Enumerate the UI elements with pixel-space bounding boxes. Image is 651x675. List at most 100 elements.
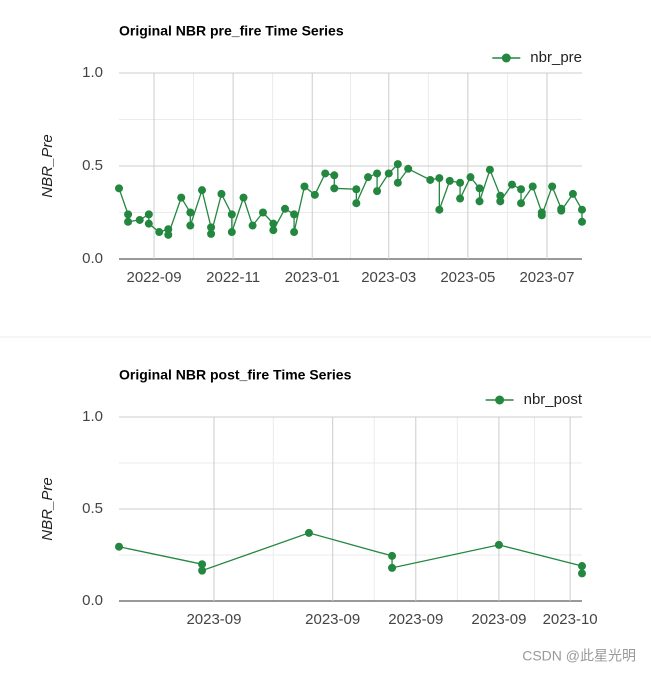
data-point xyxy=(352,199,361,208)
data-point xyxy=(456,178,465,187)
data-point xyxy=(115,184,123,193)
data-point xyxy=(352,185,361,194)
data-point xyxy=(198,186,207,195)
data-point xyxy=(393,178,402,187)
x-tick-label: 2023-09 xyxy=(471,611,526,628)
chart-title: Original NBR post_fire Time Series xyxy=(119,367,352,383)
data-point xyxy=(269,219,278,228)
data-point xyxy=(198,566,207,575)
series-line xyxy=(118,162,583,236)
data-point xyxy=(548,182,557,191)
data-point xyxy=(388,563,397,572)
data-point xyxy=(290,228,299,237)
data-point xyxy=(384,169,393,178)
x-tick-label: 2023-03 xyxy=(361,269,416,286)
series-line xyxy=(118,532,583,574)
chart-title: Original NBR pre_fire Time Series xyxy=(119,23,344,39)
data-point xyxy=(144,210,153,219)
data-point xyxy=(373,187,382,196)
x-tick-label: 2023-09 xyxy=(186,611,241,628)
data-point xyxy=(281,204,290,213)
data-point xyxy=(290,210,299,219)
data-point xyxy=(164,225,173,234)
data-point xyxy=(207,223,216,232)
data-point xyxy=(304,528,313,537)
data-point xyxy=(269,226,278,235)
data-point xyxy=(435,174,444,183)
data-point xyxy=(144,219,153,228)
data-point xyxy=(475,197,484,206)
x-tick-label: 2023-05 xyxy=(440,269,495,286)
data-point xyxy=(227,210,236,219)
data-point xyxy=(321,169,330,178)
y-tick-label: 0.0 xyxy=(82,250,103,267)
data-point xyxy=(330,171,339,180)
y-axis-title: NBR_Pre xyxy=(39,477,56,540)
data-point xyxy=(258,208,267,217)
data-point xyxy=(557,206,566,215)
data-point xyxy=(475,184,484,193)
data-point xyxy=(124,210,133,219)
data-point xyxy=(426,175,435,184)
legend-label: nbr_pre xyxy=(530,49,582,66)
data-point xyxy=(578,569,586,578)
data-point xyxy=(124,217,133,226)
data-point xyxy=(164,230,173,239)
data-point xyxy=(578,217,586,226)
legend-label: nbr_post xyxy=(524,391,583,408)
y-tick-label: 0.5 xyxy=(82,500,103,517)
x-tick-label: 2023-09 xyxy=(305,611,360,628)
data-point xyxy=(177,193,186,202)
data-point xyxy=(496,191,505,200)
data-point xyxy=(239,193,248,202)
data-point xyxy=(330,184,339,193)
data-point xyxy=(227,228,236,237)
x-tick-label: 2022-09 xyxy=(126,269,181,286)
data-point xyxy=(364,173,373,182)
data-point xyxy=(115,542,123,551)
data-point xyxy=(517,185,526,194)
y-tick-label: 0.0 xyxy=(82,592,103,609)
x-tick-label: 2023-01 xyxy=(285,269,340,286)
data-point xyxy=(435,205,444,214)
data-point xyxy=(494,540,503,549)
data-point xyxy=(393,160,402,169)
data-point xyxy=(373,169,382,178)
data-point xyxy=(568,189,577,198)
data-point xyxy=(186,221,195,230)
data-point xyxy=(578,562,586,571)
x-tick-label: 2022-11 xyxy=(206,269,260,286)
data-point xyxy=(186,208,195,217)
y-tick-label: 1.0 xyxy=(82,408,103,425)
data-point xyxy=(578,205,586,214)
legend-marker xyxy=(495,395,505,405)
data-point xyxy=(466,173,475,182)
x-tick-label: 2023-10 xyxy=(543,611,598,628)
data-point xyxy=(207,229,216,238)
x-tick-label: 2023-07 xyxy=(519,269,574,286)
y-axis-title: NBR_Pre xyxy=(39,134,56,197)
data-point xyxy=(217,189,226,198)
data-point xyxy=(135,215,144,224)
data-point xyxy=(310,190,319,199)
data-point xyxy=(456,194,465,203)
legend-marker xyxy=(501,53,511,63)
data-point xyxy=(537,211,546,220)
data-point xyxy=(496,197,505,206)
data-point xyxy=(528,182,537,191)
data-point xyxy=(248,221,257,230)
watermark: CSDN @此星光明 xyxy=(522,648,636,664)
data-point xyxy=(300,182,309,191)
data-point xyxy=(404,164,413,173)
y-tick-label: 1.0 xyxy=(82,64,103,81)
data-point xyxy=(517,199,526,208)
data-point xyxy=(485,165,494,174)
data-point xyxy=(388,551,397,560)
data-point xyxy=(445,176,454,185)
data-point xyxy=(507,180,516,189)
data-point xyxy=(155,228,164,237)
y-tick-label: 0.5 xyxy=(82,157,103,174)
data-point xyxy=(198,560,207,569)
